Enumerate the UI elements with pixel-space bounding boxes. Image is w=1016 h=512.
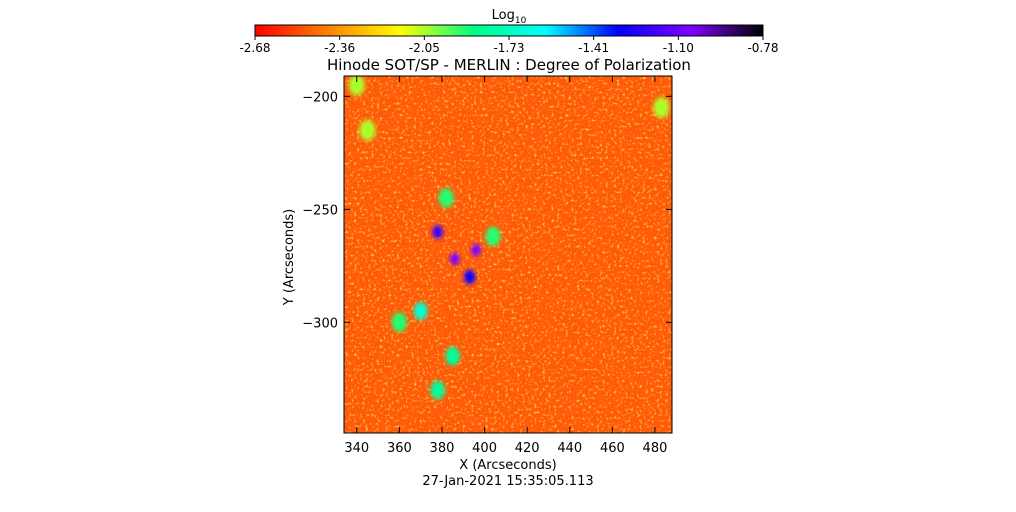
colorbar-gradient xyxy=(254,24,764,37)
y-axis-label: Y (Arcseconds) xyxy=(282,209,297,306)
colorbar-tick-label: -2.05 xyxy=(409,41,440,55)
colorbar-label: Log10 xyxy=(492,8,527,26)
timestamp: 27-Jan-2021 15:35:05.113 xyxy=(422,474,593,489)
heatmap-image xyxy=(344,76,672,433)
x-tick-label: 400 xyxy=(472,441,497,456)
colorbar-tick-label: -1.10 xyxy=(663,41,694,55)
x-axis: 340 360 380 400 420 440 460 480 xyxy=(344,76,667,456)
polarization-feature xyxy=(449,252,460,266)
chart-title: Hinode SOT/SP - MERLIN : Degree of Polar… xyxy=(327,56,691,74)
colorbar-tick-label: -1.41 xyxy=(578,41,609,55)
y-tick-label: −200 xyxy=(302,90,338,105)
polarization-feature xyxy=(391,312,407,333)
x-tick-label: 340 xyxy=(344,441,369,456)
x-tick-label: 420 xyxy=(515,441,540,456)
polarization-feature xyxy=(432,225,444,239)
colorbar-ticks: -2.68 -2.36 -2.05 -1.73 -1.41 -1.10 -0.78 xyxy=(239,36,779,55)
x-tick-label: 360 xyxy=(387,441,412,456)
colorbar-tick-label: -0.78 xyxy=(747,41,778,55)
polarization-feature xyxy=(348,76,365,96)
heatmap-texture xyxy=(344,76,672,433)
polarization-feature xyxy=(413,302,428,320)
y-axis: −200 −250 −300 xyxy=(302,90,672,331)
x-tick-label: 460 xyxy=(600,441,625,456)
polarization-feature xyxy=(653,97,670,118)
colorbar-tick-label: -2.68 xyxy=(239,41,270,55)
x-tick-label: 380 xyxy=(430,441,455,456)
plot-frame xyxy=(343,75,673,434)
x-tick-label: 480 xyxy=(643,441,668,456)
polarization-feature xyxy=(464,269,476,285)
x-axis-label: X (Arcseconds) xyxy=(459,458,556,473)
polarization-features xyxy=(348,76,670,400)
polarization-feature xyxy=(471,243,481,257)
colorbar: Log10 -2.68 -2.36 -2.05 -1.73 -1.41 -1.10 -0.7… xyxy=(239,8,778,55)
y-tick-label: −250 xyxy=(302,203,338,218)
polarization-feature xyxy=(445,346,460,366)
polarization-feature xyxy=(485,226,501,247)
y-tick-label: −300 xyxy=(302,316,338,331)
x-tick-label: 440 xyxy=(557,441,582,456)
polarization-feature xyxy=(438,188,454,208)
colorbar-tick-label: -1.73 xyxy=(493,41,524,55)
colorbar-tick-label: -2.36 xyxy=(324,41,355,55)
polarization-feature xyxy=(430,380,445,400)
polarization-feature xyxy=(359,119,376,141)
